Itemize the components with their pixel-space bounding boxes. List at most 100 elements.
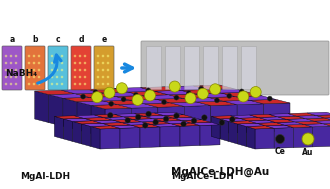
Circle shape	[109, 101, 114, 106]
Polygon shape	[77, 101, 117, 105]
Polygon shape	[209, 97, 249, 101]
Circle shape	[5, 76, 7, 78]
Text: b: b	[32, 35, 38, 44]
Polygon shape	[87, 88, 128, 93]
Polygon shape	[89, 97, 130, 101]
Polygon shape	[238, 124, 246, 146]
Polygon shape	[142, 95, 182, 99]
Circle shape	[15, 83, 17, 85]
Circle shape	[28, 83, 30, 85]
Circle shape	[74, 69, 76, 71]
Circle shape	[79, 55, 81, 57]
FancyBboxPatch shape	[141, 41, 329, 95]
Text: a: a	[9, 35, 15, 44]
Polygon shape	[211, 116, 220, 139]
Circle shape	[214, 98, 219, 103]
Circle shape	[56, 83, 58, 85]
Polygon shape	[103, 100, 144, 105]
Polygon shape	[169, 94, 209, 98]
Circle shape	[162, 100, 167, 105]
Circle shape	[56, 76, 58, 78]
Polygon shape	[123, 116, 153, 119]
Polygon shape	[237, 104, 264, 133]
Circle shape	[28, 62, 30, 64]
Circle shape	[197, 88, 208, 99]
Circle shape	[202, 115, 207, 120]
Circle shape	[185, 93, 196, 104]
Polygon shape	[184, 106, 211, 134]
Polygon shape	[211, 116, 239, 119]
Polygon shape	[111, 125, 140, 128]
Polygon shape	[267, 119, 295, 122]
Polygon shape	[131, 124, 160, 128]
Circle shape	[84, 83, 86, 85]
Circle shape	[81, 94, 85, 99]
Polygon shape	[104, 117, 133, 120]
Circle shape	[28, 76, 30, 78]
Circle shape	[84, 69, 86, 71]
Polygon shape	[35, 91, 49, 123]
Polygon shape	[182, 120, 211, 123]
Circle shape	[239, 89, 244, 94]
Circle shape	[38, 62, 40, 64]
FancyBboxPatch shape	[94, 46, 114, 90]
Polygon shape	[276, 122, 304, 125]
Polygon shape	[144, 103, 184, 107]
Circle shape	[38, 69, 40, 71]
Circle shape	[104, 87, 115, 98]
FancyBboxPatch shape	[204, 46, 218, 90]
Polygon shape	[313, 126, 330, 147]
Polygon shape	[229, 122, 238, 144]
Circle shape	[84, 62, 86, 64]
Polygon shape	[102, 122, 131, 126]
Circle shape	[238, 91, 249, 102]
Polygon shape	[74, 115, 104, 118]
Polygon shape	[77, 102, 91, 133]
Polygon shape	[314, 120, 330, 124]
Circle shape	[56, 69, 58, 71]
Polygon shape	[306, 118, 330, 121]
FancyBboxPatch shape	[2, 46, 22, 90]
Polygon shape	[164, 115, 193, 118]
Polygon shape	[191, 122, 220, 125]
Polygon shape	[75, 93, 116, 97]
Polygon shape	[49, 95, 63, 126]
Polygon shape	[297, 115, 325, 119]
Polygon shape	[91, 126, 120, 129]
FancyBboxPatch shape	[71, 46, 91, 90]
Polygon shape	[274, 128, 293, 148]
Circle shape	[10, 83, 12, 85]
FancyBboxPatch shape	[242, 46, 256, 90]
Polygon shape	[182, 98, 223, 102]
Circle shape	[10, 69, 12, 71]
Polygon shape	[102, 92, 142, 97]
Circle shape	[28, 55, 30, 57]
Circle shape	[102, 69, 104, 71]
Circle shape	[15, 62, 17, 64]
Polygon shape	[181, 89, 221, 94]
Polygon shape	[278, 116, 306, 119]
Polygon shape	[63, 98, 77, 130]
Polygon shape	[35, 90, 75, 95]
FancyBboxPatch shape	[184, 46, 200, 90]
Circle shape	[97, 55, 99, 57]
Circle shape	[125, 118, 131, 123]
Circle shape	[97, 76, 99, 78]
Circle shape	[102, 62, 104, 64]
Circle shape	[97, 69, 99, 71]
FancyBboxPatch shape	[222, 46, 238, 90]
Polygon shape	[128, 91, 169, 96]
Polygon shape	[113, 119, 142, 122]
Polygon shape	[73, 122, 82, 144]
Polygon shape	[255, 128, 274, 149]
Polygon shape	[269, 114, 297, 117]
Circle shape	[5, 83, 7, 85]
FancyBboxPatch shape	[166, 46, 181, 90]
Polygon shape	[49, 94, 89, 98]
Circle shape	[10, 76, 12, 78]
Circle shape	[108, 112, 113, 118]
Polygon shape	[122, 122, 151, 125]
Polygon shape	[133, 119, 162, 122]
Text: Au: Au	[302, 148, 314, 157]
Polygon shape	[117, 104, 158, 108]
